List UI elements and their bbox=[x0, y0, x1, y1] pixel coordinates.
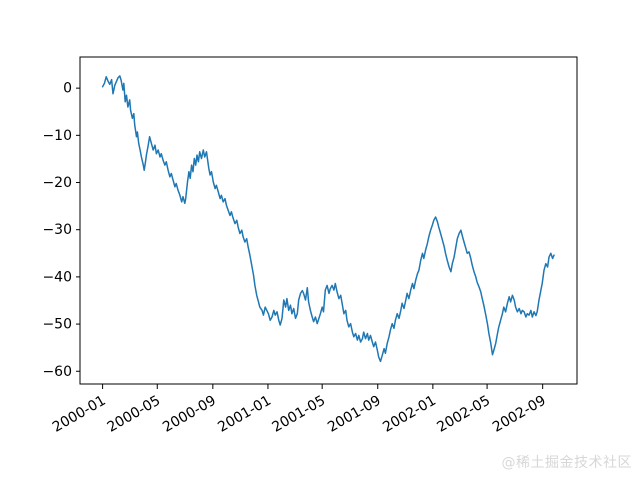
x-tick-label: 2000-09 bbox=[160, 393, 219, 436]
x-tick-label: 2002-09 bbox=[490, 393, 549, 436]
series-line bbox=[101, 75, 555, 363]
y-tick-label: −30 bbox=[42, 222, 72, 238]
axes-frame bbox=[79, 56, 578, 385]
y-tick-label: −40 bbox=[42, 269, 72, 285]
y-tick-label: −60 bbox=[42, 364, 72, 380]
x-tick-label: 2000-05 bbox=[105, 393, 164, 436]
x-tick-label: 2001-01 bbox=[215, 393, 274, 436]
y-tick-label: −10 bbox=[42, 128, 72, 144]
x-tick-label: 2001-09 bbox=[325, 393, 384, 436]
x-tick-label: 2002-01 bbox=[380, 393, 439, 436]
x-tick-label: 2002-05 bbox=[434, 393, 493, 436]
y-tick-label: −20 bbox=[42, 175, 72, 191]
y-tick-label: −50 bbox=[42, 317, 72, 333]
x-tick-label: 2000-01 bbox=[50, 393, 109, 436]
y-tick-label: 0 bbox=[63, 81, 72, 97]
x-tick-label: 2001-05 bbox=[270, 393, 329, 436]
watermark: @稀土掘金技术社区 bbox=[501, 455, 632, 471]
